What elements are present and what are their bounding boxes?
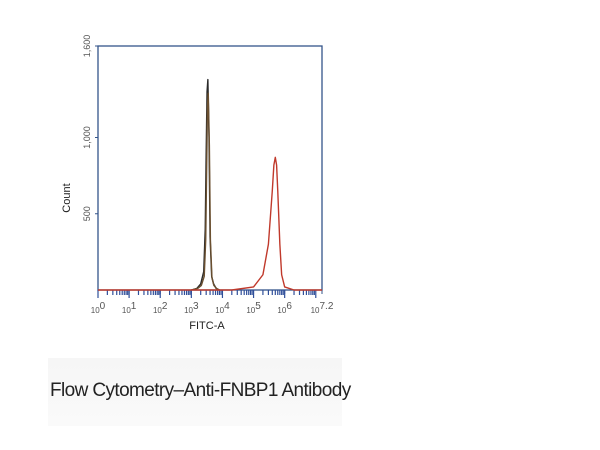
x-tick-label: 106 — [277, 301, 292, 315]
x-tick-base: 10 — [215, 306, 224, 315]
series-line-3 — [98, 156, 322, 291]
x-tick-base: 10 — [122, 306, 131, 315]
x-tick-exponent: 0 — [100, 301, 106, 312]
y-tick-label: 500 — [82, 206, 92, 221]
x-tick-exponent: 7.2 — [320, 301, 334, 312]
x-tick-label: 103 — [184, 301, 199, 315]
x-axis-rug-ticks — [97, 290, 317, 298]
x-tick-label: 101 — [122, 301, 137, 315]
x-tick-base: 10 — [246, 306, 255, 315]
x-tick-exponent: 1 — [131, 301, 137, 312]
caption-bar: Flow Cytometry–Anti-FNBP1 Antibody — [48, 358, 351, 426]
x-tick-exponent: 6 — [286, 301, 292, 312]
x-tick-base: 10 — [277, 306, 286, 315]
x-tick-label: 104 — [215, 301, 230, 315]
x-tick-base: 10 — [91, 306, 100, 315]
series-layer — [98, 78, 322, 291]
y-tick-label: 1,600 — [82, 35, 92, 58]
series-line-2 — [191, 92, 220, 291]
x-tick-label: 102 — [153, 301, 168, 315]
x-tick-exponent: 4 — [224, 301, 230, 312]
y-axis: 500 1,000 1,600 — [82, 35, 98, 221]
x-tick-exponent: 3 — [193, 301, 199, 312]
x-tick-label: 100 — [91, 301, 106, 315]
x-axis-title: FITC-A — [189, 320, 225, 332]
x-tick-label: 105 — [246, 301, 261, 315]
figure-caption: Flow Cytometry–Anti-FNBP1 Antibody — [50, 380, 351, 401]
y-tick-label: 1,000 — [82, 126, 92, 149]
x-tick-exponent: 5 — [255, 301, 261, 312]
x-tick-base: 10 — [153, 306, 162, 315]
x-tick-base: 10 — [311, 306, 320, 315]
y-axis-title: Count — [61, 183, 73, 212]
x-tick-exponent: 2 — [162, 301, 168, 312]
x-tick-label: 107.2 — [311, 301, 334, 315]
x-tick-base: 10 — [184, 306, 193, 315]
